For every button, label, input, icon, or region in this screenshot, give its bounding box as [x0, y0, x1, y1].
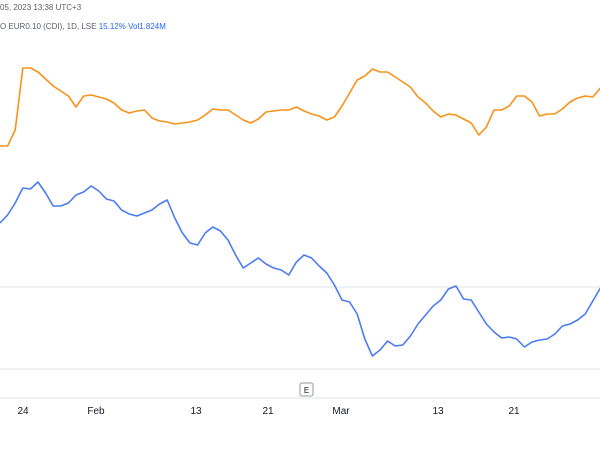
x-tick-label: 21	[508, 406, 520, 417]
x-tick-label: 13	[190, 406, 202, 417]
series-line-blue	[0, 181, 600, 357]
chart-datetime: 05, 2023 13:38 UTC+3	[0, 3, 82, 12]
x-tick-label: Mar	[332, 406, 350, 417]
x-tick-label: Feb	[87, 406, 105, 417]
axis-scale-button[interactable]: E	[299, 382, 314, 397]
x-tick-label: 24	[17, 406, 29, 417]
x-axis: 24 Feb 13 21 Mar 13 21	[17, 406, 520, 417]
chart-series	[0, 67, 600, 357]
series-line-orange	[0, 67, 600, 147]
chart-grid	[0, 286, 600, 399]
axis-scale-button-frame[interactable]	[299, 382, 314, 397]
x-tick-label: 13	[432, 406, 444, 417]
symbol-label: O EUR0.10 (CDI), 1D, LSE	[0, 22, 97, 31]
change-value: 15.12%	[98, 22, 126, 31]
x-tick-label: 21	[262, 406, 274, 417]
axis-scale-button-label[interactable]: E	[304, 386, 309, 395]
volume-value: Vol1.824M	[128, 22, 166, 31]
chart-legend: O EUR0.10 (CDI), 1D, LSE 15.12% Vol1.824…	[0, 22, 166, 36]
